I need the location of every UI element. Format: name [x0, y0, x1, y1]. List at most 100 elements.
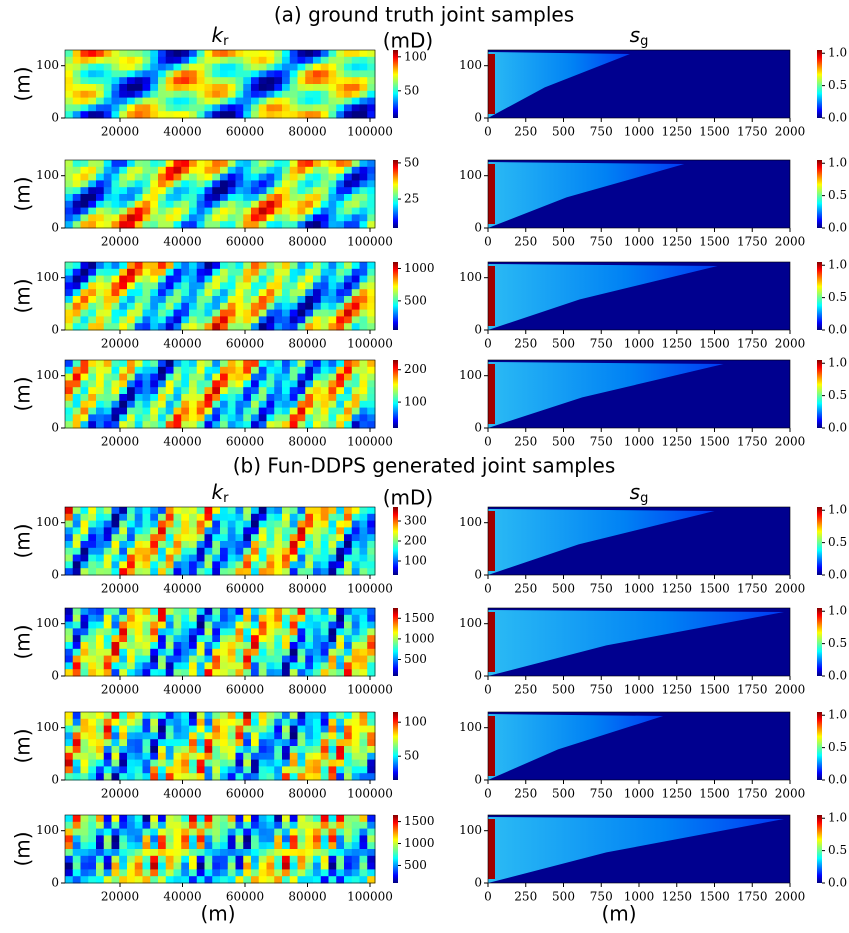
heatmap-texture: [282, 732, 291, 740]
heatmap-texture: [103, 662, 112, 670]
heatmap-texture: [328, 360, 337, 368]
heatmap-texture: [282, 160, 291, 168]
heatmap-texture: [165, 414, 174, 422]
heatmap-texture: [204, 104, 213, 112]
heatmap-texture: [165, 56, 174, 65]
heatmap-texture: [111, 527, 120, 535]
heatmap-texture: [196, 323, 205, 331]
heatmap-texture: [227, 194, 236, 202]
heatmap-texture: [344, 759, 353, 767]
heatmap-texture: [266, 207, 275, 215]
heatmap-texture: [305, 821, 314, 830]
heatmap-texture: [336, 534, 345, 542]
heatmap-texture: [351, 773, 360, 781]
heatmap-texture: [359, 614, 368, 623]
heatmap-texture: [204, 608, 213, 616]
heatmap-texture: [142, 296, 151, 304]
heatmap-texture: [72, 773, 81, 781]
y-tick-label: 100: [459, 270, 482, 284]
heatmap-texture: [274, 289, 283, 297]
heatmap-texture: [351, 669, 360, 677]
heatmap-texture: [274, 84, 283, 92]
heatmap-texture: [88, 635, 97, 643]
heatmap-texture: [80, 662, 89, 670]
heatmap-texture: [220, 561, 229, 569]
heatmap-texture: [351, 815, 360, 823]
heatmap-texture: [289, 160, 298, 168]
heatmap-texture: [189, 187, 198, 195]
heatmap-texture: [305, 554, 314, 562]
heatmap-texture: [212, 394, 221, 402]
colorbar: [817, 507, 822, 575]
heatmap-texture: [103, 766, 112, 774]
heatmap-texture: [274, 547, 283, 556]
heatmap-texture: [212, 766, 221, 774]
heatmap-texture: [212, 194, 221, 202]
heatmap-texture: [189, 547, 198, 556]
heatmap-texture: [220, 534, 229, 542]
heatmap-texture: [266, 380, 275, 388]
heatmap-texture: [212, 828, 221, 836]
heatmap-texture: [127, 732, 136, 740]
heatmap-texture: [134, 507, 143, 515]
heatmap-texture: [127, 568, 136, 576]
heatmap-texture: [127, 869, 136, 877]
heatmap-texture: [297, 50, 306, 58]
heatmap-texture: [181, 104, 190, 112]
x-tick-label: 1000: [624, 582, 655, 596]
heatmap-texture: [235, 214, 244, 222]
heatmap-texture: [142, 746, 151, 754]
heatmap-texture: [189, 655, 198, 663]
heatmap-texture: [142, 221, 151, 229]
heatmap-texture: [134, 173, 143, 181]
heatmap-texture: [204, 547, 213, 556]
heatmap-texture: [158, 187, 167, 195]
heatmap-texture: [103, 373, 112, 381]
heatmap-texture: [181, 394, 190, 402]
heatmap-texture: [103, 855, 112, 864]
heatmap-texture: [227, 200, 236, 209]
heatmap-texture: [367, 835, 376, 843]
heatmap-texture: [158, 407, 167, 415]
heatmap-texture: [235, 554, 244, 562]
heatmap-texture: [320, 380, 329, 388]
heatmap-texture: [181, 296, 190, 304]
heatmap-texture: [220, 554, 229, 562]
heatmap-texture: [165, 173, 174, 181]
heatmap-texture: [235, 63, 244, 71]
colorbar: [817, 50, 822, 118]
heatmap-texture: [367, 180, 376, 188]
heatmap-texture: [251, 70, 260, 78]
heatmap-texture: [196, 534, 205, 542]
heatmap-texture: [243, 84, 252, 92]
heatmap-texture: [142, 262, 151, 270]
heatmap-texture: [297, 862, 306, 870]
heatmap-texture: [359, 56, 368, 65]
heatmap-texture: [258, 739, 267, 747]
heatmap-texture: [134, 414, 143, 422]
y-tick-label: 100: [459, 720, 482, 734]
heatmap-texture: [80, 815, 89, 823]
heatmap-texture: [196, 70, 205, 78]
heatmap-texture: [103, 380, 112, 388]
heatmap-texture: [344, 849, 353, 857]
heatmap-texture: [111, 387, 120, 395]
heatmap-texture: [220, 268, 229, 277]
heatmap-texture: [212, 835, 221, 843]
heatmap-texture: [313, 541, 322, 549]
colorbar: [817, 262, 822, 330]
heatmap-texture: [173, 173, 182, 181]
heatmap-texture: [173, 70, 182, 78]
heatmap-texture: [134, 90, 143, 99]
heatmap-texture: [313, 180, 322, 188]
heatmap-texture: [313, 746, 322, 754]
heatmap-texture: [80, 608, 89, 616]
heatmap-texture: [204, 200, 213, 209]
heatmap-texture: [251, 876, 260, 884]
heatmap-texture: [274, 712, 283, 720]
heatmap-texture: [227, 718, 236, 727]
colorbar-tick-label: 50: [404, 749, 419, 763]
heatmap-texture: [274, 541, 283, 549]
x-tick-label: 20000: [101, 787, 139, 801]
heatmap-texture: [158, 759, 167, 767]
